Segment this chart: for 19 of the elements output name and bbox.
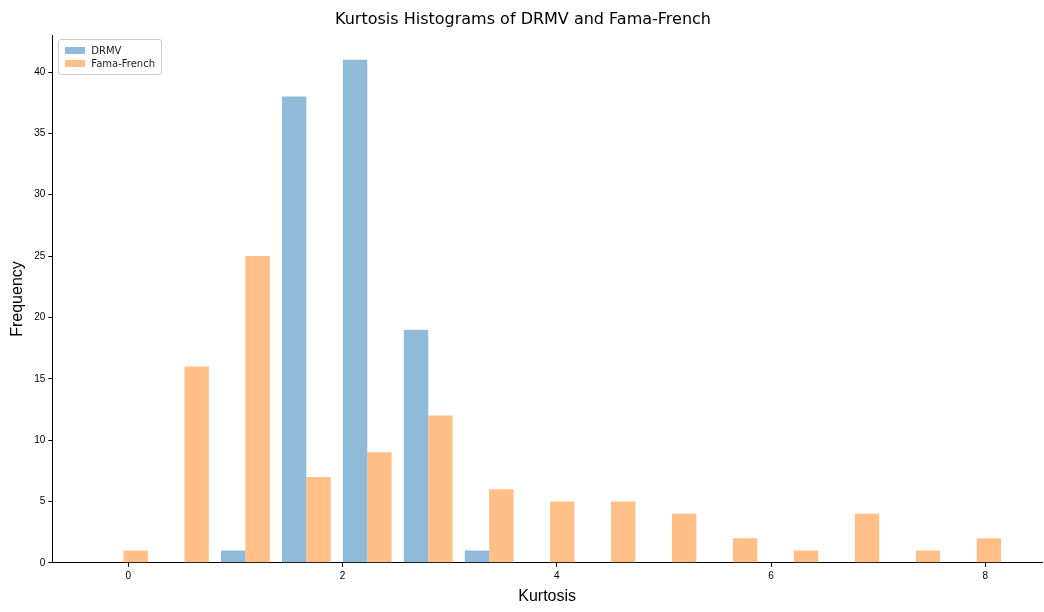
y-tick-label: 30 (34, 188, 46, 200)
x-tick-label: 4 (554, 569, 561, 581)
y-tick-label: 25 (34, 249, 46, 261)
x-axis-title: Kurtosis (518, 586, 577, 604)
x-tick-label: 6 (768, 569, 775, 581)
y-tick-label: 35 (34, 127, 46, 139)
x-tick-label: 8 (982, 569, 989, 581)
y-axis-title: Frequency (8, 261, 26, 337)
y-tick-label: 15 (34, 372, 46, 384)
chart-title: Kurtosis Histograms of DRMV and Fama-French (335, 8, 711, 28)
y-tick-label: 10 (34, 433, 46, 445)
y-tick-label: 20 (34, 311, 46, 323)
y-tick-label: 0 (39, 556, 46, 568)
x-tick-label: 2 (339, 569, 346, 581)
y-tick-label: 5 (39, 495, 46, 507)
x-tick-label: 0 (125, 569, 132, 581)
legend-label: Fama-French (91, 58, 155, 70)
y-tick-label: 40 (34, 65, 46, 77)
legend-label: DRMV (91, 45, 122, 57)
